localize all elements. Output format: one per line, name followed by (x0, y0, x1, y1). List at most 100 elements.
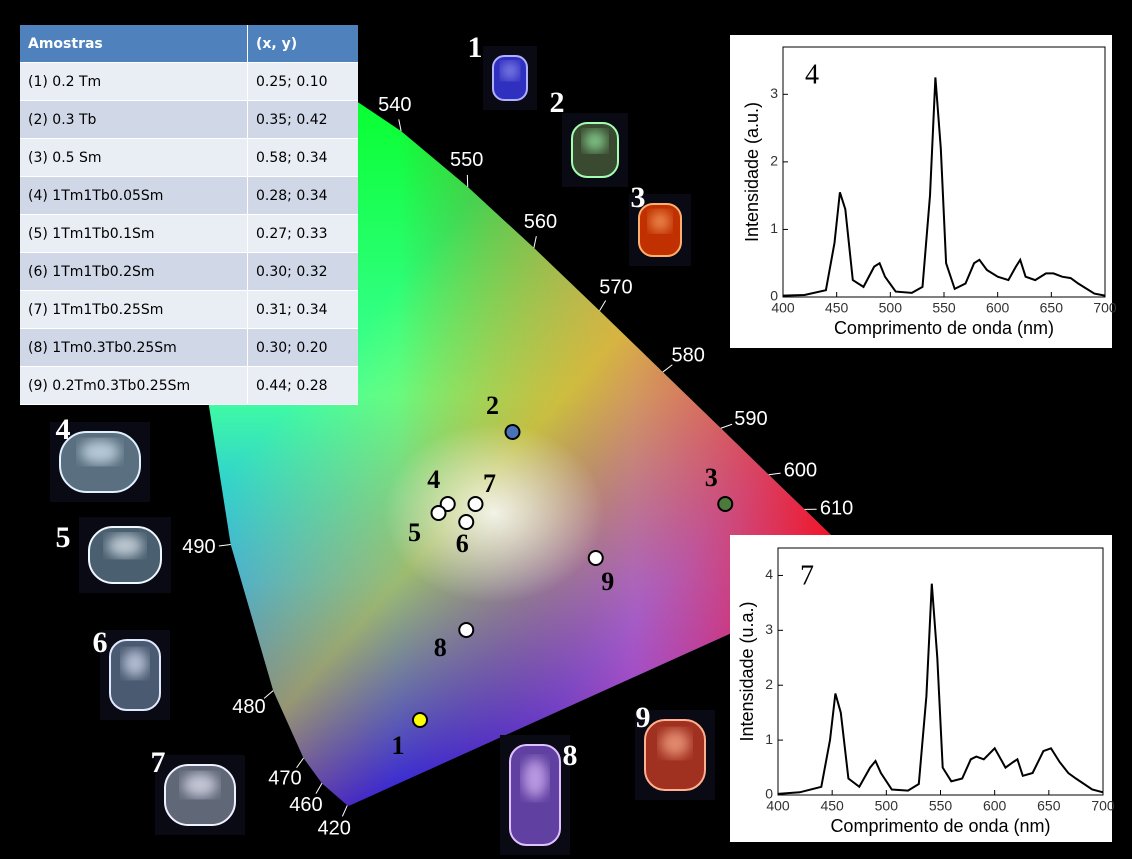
locus-tick (533, 236, 537, 249)
photo-label: 4 (56, 413, 71, 446)
y-tick-label: 2 (765, 676, 773, 692)
y-tick-label: 1 (765, 731, 773, 747)
point-label: 3 (705, 463, 718, 492)
table-cell: 0.30; 0.32 (247, 252, 358, 291)
photo-label: 8 (563, 739, 578, 772)
x-tick-label: 700 (1093, 300, 1117, 316)
wavelength-label: 480 (232, 696, 265, 718)
wavelength-label: 490 (182, 536, 215, 558)
photo-glow (122, 649, 148, 678)
photo-glow (522, 758, 548, 799)
x-tick-label: 650 (1040, 300, 1064, 316)
sample-point (467, 496, 484, 512)
table-cell: 0.25; 0.10 (247, 62, 358, 101)
photo-label: 3 (631, 181, 646, 214)
table-row: (1) 0.2 Tm 0.25; 0.10 (20, 62, 358, 101)
table-cell: (3) 0.5 Sm (20, 138, 248, 177)
table-row: (7) 1Tm1Tb0.25Sm 0.31; 0.34 (20, 290, 358, 329)
chart-annotation: 4 (805, 59, 819, 90)
x-tick-label: 600 (986, 300, 1010, 316)
y-tick-label: 3 (770, 85, 778, 101)
x-axis-label: Comprimento de onda (nm) (834, 318, 1054, 338)
locus-tick (599, 300, 607, 312)
y-axis-label: Intensidade (u.a.) (737, 601, 757, 741)
table-row: (6) 1Tm1Tb0.2Sm 0.30; 0.32 (20, 252, 358, 291)
header-cell: (x, y) (247, 25, 358, 63)
sample-point (717, 496, 734, 512)
x-tick-label: 650 (1037, 798, 1061, 814)
x-tick-label: 600 (983, 798, 1007, 814)
table-cell: 0.30; 0.20 (247, 328, 358, 367)
table-row: (5) 1Tm1Tb0.1Sm 0.27; 0.33 (20, 214, 358, 253)
photo-glow (182, 773, 218, 797)
spectra: 400 450 500 550 600 650 700 0 1 2 3 Comprimento de … (730, 35, 1117, 842)
photo-glow (583, 130, 607, 152)
photo-label: 9 (636, 701, 651, 734)
wavelength-label: 580 (672, 345, 705, 367)
x-tick-label: 400 (771, 300, 795, 316)
spectrum-chart: 400 450 500 550 600 650 700 0 1 2 3 4 Comprimento de… (730, 535, 1115, 842)
point-label: 7 (483, 469, 496, 498)
wavelength-label: 600 (784, 460, 817, 482)
y-axis-label: Intensidade (a.u.) (742, 102, 762, 242)
table-row: (3) 0.5 Sm 0.58; 0.34 (20, 138, 358, 177)
spectrum-line (777, 583, 1104, 795)
table-cell: 0.31; 0.34 (247, 290, 358, 329)
point-label: 4 (427, 465, 440, 494)
sample-point (412, 712, 428, 728)
point-label: 1 (392, 731, 405, 760)
table-cell: (1) 0.2 Tm (20, 62, 248, 101)
point-label: 9 (601, 567, 614, 596)
header-cell: Amostras (20, 25, 248, 63)
wavelength-label: 420 (318, 817, 351, 839)
x-tick-label: 500 (875, 798, 899, 814)
sample-point (430, 505, 447, 521)
y-tick-label: 3 (765, 621, 773, 637)
table-row: (8) 1Tm0.3Tb0.25Sm 0.30; 0.20 (20, 328, 358, 367)
y-tick-label: 1 (770, 220, 778, 236)
table-cell: 0.28; 0.34 (247, 176, 358, 215)
y-tick-label: 0 (765, 786, 773, 802)
photo-glow (80, 440, 120, 464)
wavelength-label: 610 (820, 497, 853, 519)
table-cell: (4) 1Tm1Tb0.05Sm (20, 176, 248, 215)
x-tick-label: 450 (820, 798, 844, 814)
table-cell: 0.58; 0.34 (247, 138, 358, 177)
locus-tick (263, 690, 274, 699)
x-tick-label: 550 (932, 300, 956, 316)
sample-table: Amostras (x, y) (1) 0.2 Tm 0.25; 0.10 (2) 0.… (20, 25, 358, 405)
photo-label: 6 (93, 626, 108, 659)
y-tick-label: 0 (770, 288, 778, 304)
y-tick-label: 2 (770, 153, 778, 169)
locus-tick (398, 119, 402, 132)
locus-tick (720, 423, 733, 429)
point-label: 8 (434, 633, 447, 662)
table-row: (2) 0.3 Tb 0.35; 0.42 (20, 100, 358, 139)
point-label: 5 (408, 518, 421, 547)
x-tick-label: 450 (825, 300, 849, 316)
photo-glow (649, 210, 671, 232)
table-cell: (8) 1Tm0.3Tb0.25Sm (20, 328, 248, 367)
locus-tick (768, 472, 781, 476)
table-cell: 0.44; 0.28 (247, 366, 358, 405)
sample-point (587, 550, 604, 566)
table-cell: (5) 1Tm1Tb0.1Sm (20, 214, 248, 253)
wavelength-label: 570 (599, 277, 632, 299)
wavelength-label: 540 (378, 94, 411, 116)
sample-point (458, 622, 475, 638)
y-tick-label: 4 (765, 566, 773, 582)
wavelength-label: 470 (268, 767, 301, 789)
x-tick-label: 400 (766, 798, 790, 814)
table-row: (4) 1Tm1Tb0.05Sm 0.28; 0.34 (20, 176, 358, 215)
x-axis-label: Comprimento de onda (nm) (830, 816, 1050, 836)
wavelength-label: 460 (289, 794, 322, 816)
chart-annotation: 7 (800, 560, 814, 591)
point-label: 6 (456, 529, 469, 558)
white-point-glow (384, 423, 604, 603)
x-tick-label: 700 (1091, 798, 1115, 814)
sample-point (504, 424, 521, 440)
x-tick-label: 550 (929, 798, 953, 814)
